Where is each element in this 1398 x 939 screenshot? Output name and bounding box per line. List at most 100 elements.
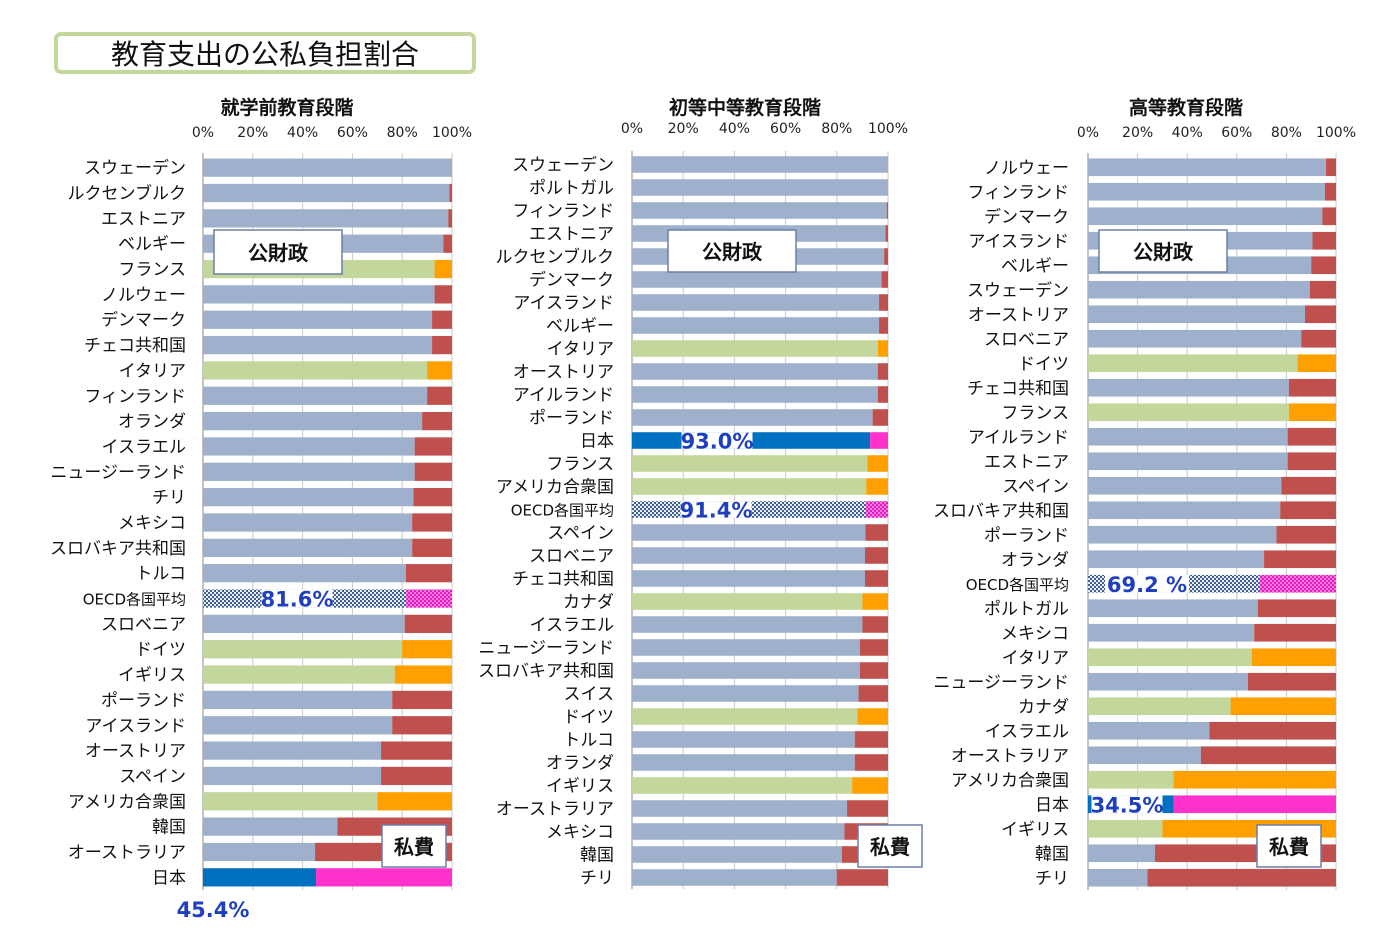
bar-private-0-21 bbox=[392, 690, 452, 710]
bar-public-0-10 bbox=[203, 411, 423, 431]
bar-public-0-21 bbox=[203, 690, 393, 710]
category-label-0-27: オーストラリア bbox=[68, 843, 186, 863]
bar-private-2-23 bbox=[1209, 721, 1336, 740]
bar-public-2-27 bbox=[1088, 819, 1163, 838]
bar-private-0-4 bbox=[434, 259, 452, 279]
category-label-1-9: オーストリア bbox=[513, 363, 614, 383]
bar-public-0-7 bbox=[203, 335, 433, 355]
bar-private-0-3 bbox=[443, 234, 452, 253]
category-label-0-12: ニュージーランド bbox=[50, 463, 186, 483]
bar-public-2-18 bbox=[1088, 599, 1258, 618]
category-label-1-20: イスラエル bbox=[530, 616, 615, 636]
page-title: 教育支出の公私負担割合 bbox=[54, 32, 476, 74]
bar-private-1-23 bbox=[858, 685, 888, 702]
legend-private-label: 私費 bbox=[870, 835, 910, 859]
legend-private-box bbox=[381, 824, 447, 868]
pct-label-bg bbox=[1091, 795, 1163, 814]
bar-private-1-6 bbox=[879, 294, 888, 311]
bar-private-1-7 bbox=[879, 317, 888, 334]
category-label-2-17: OECD各国平均 bbox=[966, 576, 1069, 594]
x-tick-label-2-3: 60% bbox=[1221, 125, 1252, 141]
x-tick-label-0-1: 20% bbox=[237, 125, 268, 141]
bar-private-1-18 bbox=[864, 570, 888, 587]
bar-public-1-20 bbox=[632, 616, 863, 633]
bar-public-0-14 bbox=[203, 513, 413, 532]
pct-label-1-1: 91.4% bbox=[680, 499, 753, 523]
bar-private-1-21 bbox=[859, 639, 888, 656]
bar-public-2-13 bbox=[1088, 476, 1282, 495]
bar-public-2-10 bbox=[1088, 403, 1289, 422]
bar-public-0-28 bbox=[203, 868, 317, 887]
bar-public-1-24 bbox=[632, 708, 858, 725]
bar-private-0-13 bbox=[413, 488, 452, 507]
bar-public-0-0 bbox=[203, 158, 452, 177]
category-label-2-13: スペイン bbox=[1002, 477, 1069, 497]
category-label-0-0: スウェーデン bbox=[84, 158, 186, 179]
bar-private-2-26 bbox=[1173, 795, 1336, 814]
bar-private-0-9 bbox=[427, 386, 452, 405]
category-label-1-8: イタリア bbox=[547, 340, 614, 360]
bar-public-2-2 bbox=[1088, 207, 1323, 226]
category-label-2-5: スウェーデン bbox=[967, 280, 1069, 301]
bar-public-1-0 bbox=[632, 156, 888, 173]
category-label-1-13: フランス bbox=[546, 455, 614, 475]
bar-public-1-8 bbox=[632, 340, 878, 357]
bar-private-2-8 bbox=[1297, 354, 1336, 373]
category-label-1-3: エストニア bbox=[529, 225, 614, 245]
bar-private-2-10 bbox=[1288, 403, 1336, 422]
bar-public-1-23 bbox=[632, 685, 859, 702]
bar-private-1-12 bbox=[870, 432, 888, 449]
bar-private-2-14 bbox=[1280, 501, 1336, 520]
bar-public-1-5 bbox=[632, 271, 882, 288]
bar-public-2-21 bbox=[1088, 672, 1248, 691]
bar-private-0-11 bbox=[414, 437, 452, 456]
bar-public-2-14 bbox=[1088, 501, 1281, 520]
category-label-2-22: カナダ bbox=[1018, 697, 1069, 717]
category-label-2-8: ドイツ bbox=[1018, 354, 1069, 374]
category-label-1-2: フィンランド bbox=[512, 202, 614, 222]
category-label-1-19: カナダ bbox=[563, 593, 614, 613]
bar-public-1-1 bbox=[632, 179, 888, 196]
bar-public-1-16 bbox=[632, 524, 866, 541]
bar-private-1-26 bbox=[854, 754, 888, 771]
category-label-0-19: ドイツ bbox=[135, 640, 186, 660]
category-label-2-29: チリ bbox=[1035, 869, 1069, 889]
bar-private-2-15 bbox=[1276, 525, 1336, 544]
bar-public-1-25 bbox=[632, 731, 855, 748]
category-label-0-8: イタリア bbox=[119, 361, 186, 381]
pct-label-1-0: 93.0% bbox=[681, 430, 754, 454]
bar-private-2-9 bbox=[1288, 378, 1336, 397]
category-label-2-0: ノルウェー bbox=[984, 158, 1069, 178]
x-tick-label-0-3: 60% bbox=[337, 125, 368, 141]
pct-label-0-1: 45.4% bbox=[177, 898, 250, 922]
category-label-1-4: ルクセンブルク bbox=[496, 247, 615, 268]
chart-title-0: 就学前教育段階 bbox=[220, 96, 353, 119]
bar-public-0-6 bbox=[203, 310, 433, 329]
bar-public-0-24 bbox=[203, 766, 382, 786]
pct-label-2-0: 69.2 % bbox=[1107, 573, 1187, 597]
bar-private-2-25 bbox=[1173, 770, 1336, 789]
x-tick-label-2-2: 40% bbox=[1172, 125, 1203, 141]
bar-public-0-19 bbox=[203, 640, 403, 659]
category-label-1-25: トルコ bbox=[563, 731, 614, 751]
bar-private-1-3 bbox=[885, 225, 888, 242]
bar-private-2-29 bbox=[1147, 868, 1336, 887]
pct-label-bg bbox=[261, 589, 333, 608]
bar-private-2-22 bbox=[1230, 697, 1336, 716]
bar-public-0-20 bbox=[203, 665, 395, 684]
bar-public-0-18 bbox=[203, 614, 405, 634]
bar-private-1-20 bbox=[862, 616, 888, 633]
category-label-1-15: OECD各国平均 bbox=[511, 502, 614, 520]
bar-private-0-18 bbox=[404, 614, 452, 634]
x-tick-label-2-5: 100% bbox=[1316, 125, 1356, 141]
bar-public-2-20 bbox=[1088, 648, 1252, 667]
category-label-2-10: フランス bbox=[1001, 403, 1069, 423]
category-label-1-27: イギリス bbox=[546, 777, 614, 797]
bar-private-1-16 bbox=[865, 524, 888, 541]
bar-public-1-19 bbox=[632, 593, 863, 610]
bar-public-1-21 bbox=[632, 639, 860, 656]
bar-public-0-15 bbox=[203, 538, 413, 557]
category-label-2-11: アイルランド bbox=[968, 428, 1069, 448]
bar-private-2-0 bbox=[1326, 158, 1336, 177]
bar-public-0-8 bbox=[203, 361, 428, 380]
